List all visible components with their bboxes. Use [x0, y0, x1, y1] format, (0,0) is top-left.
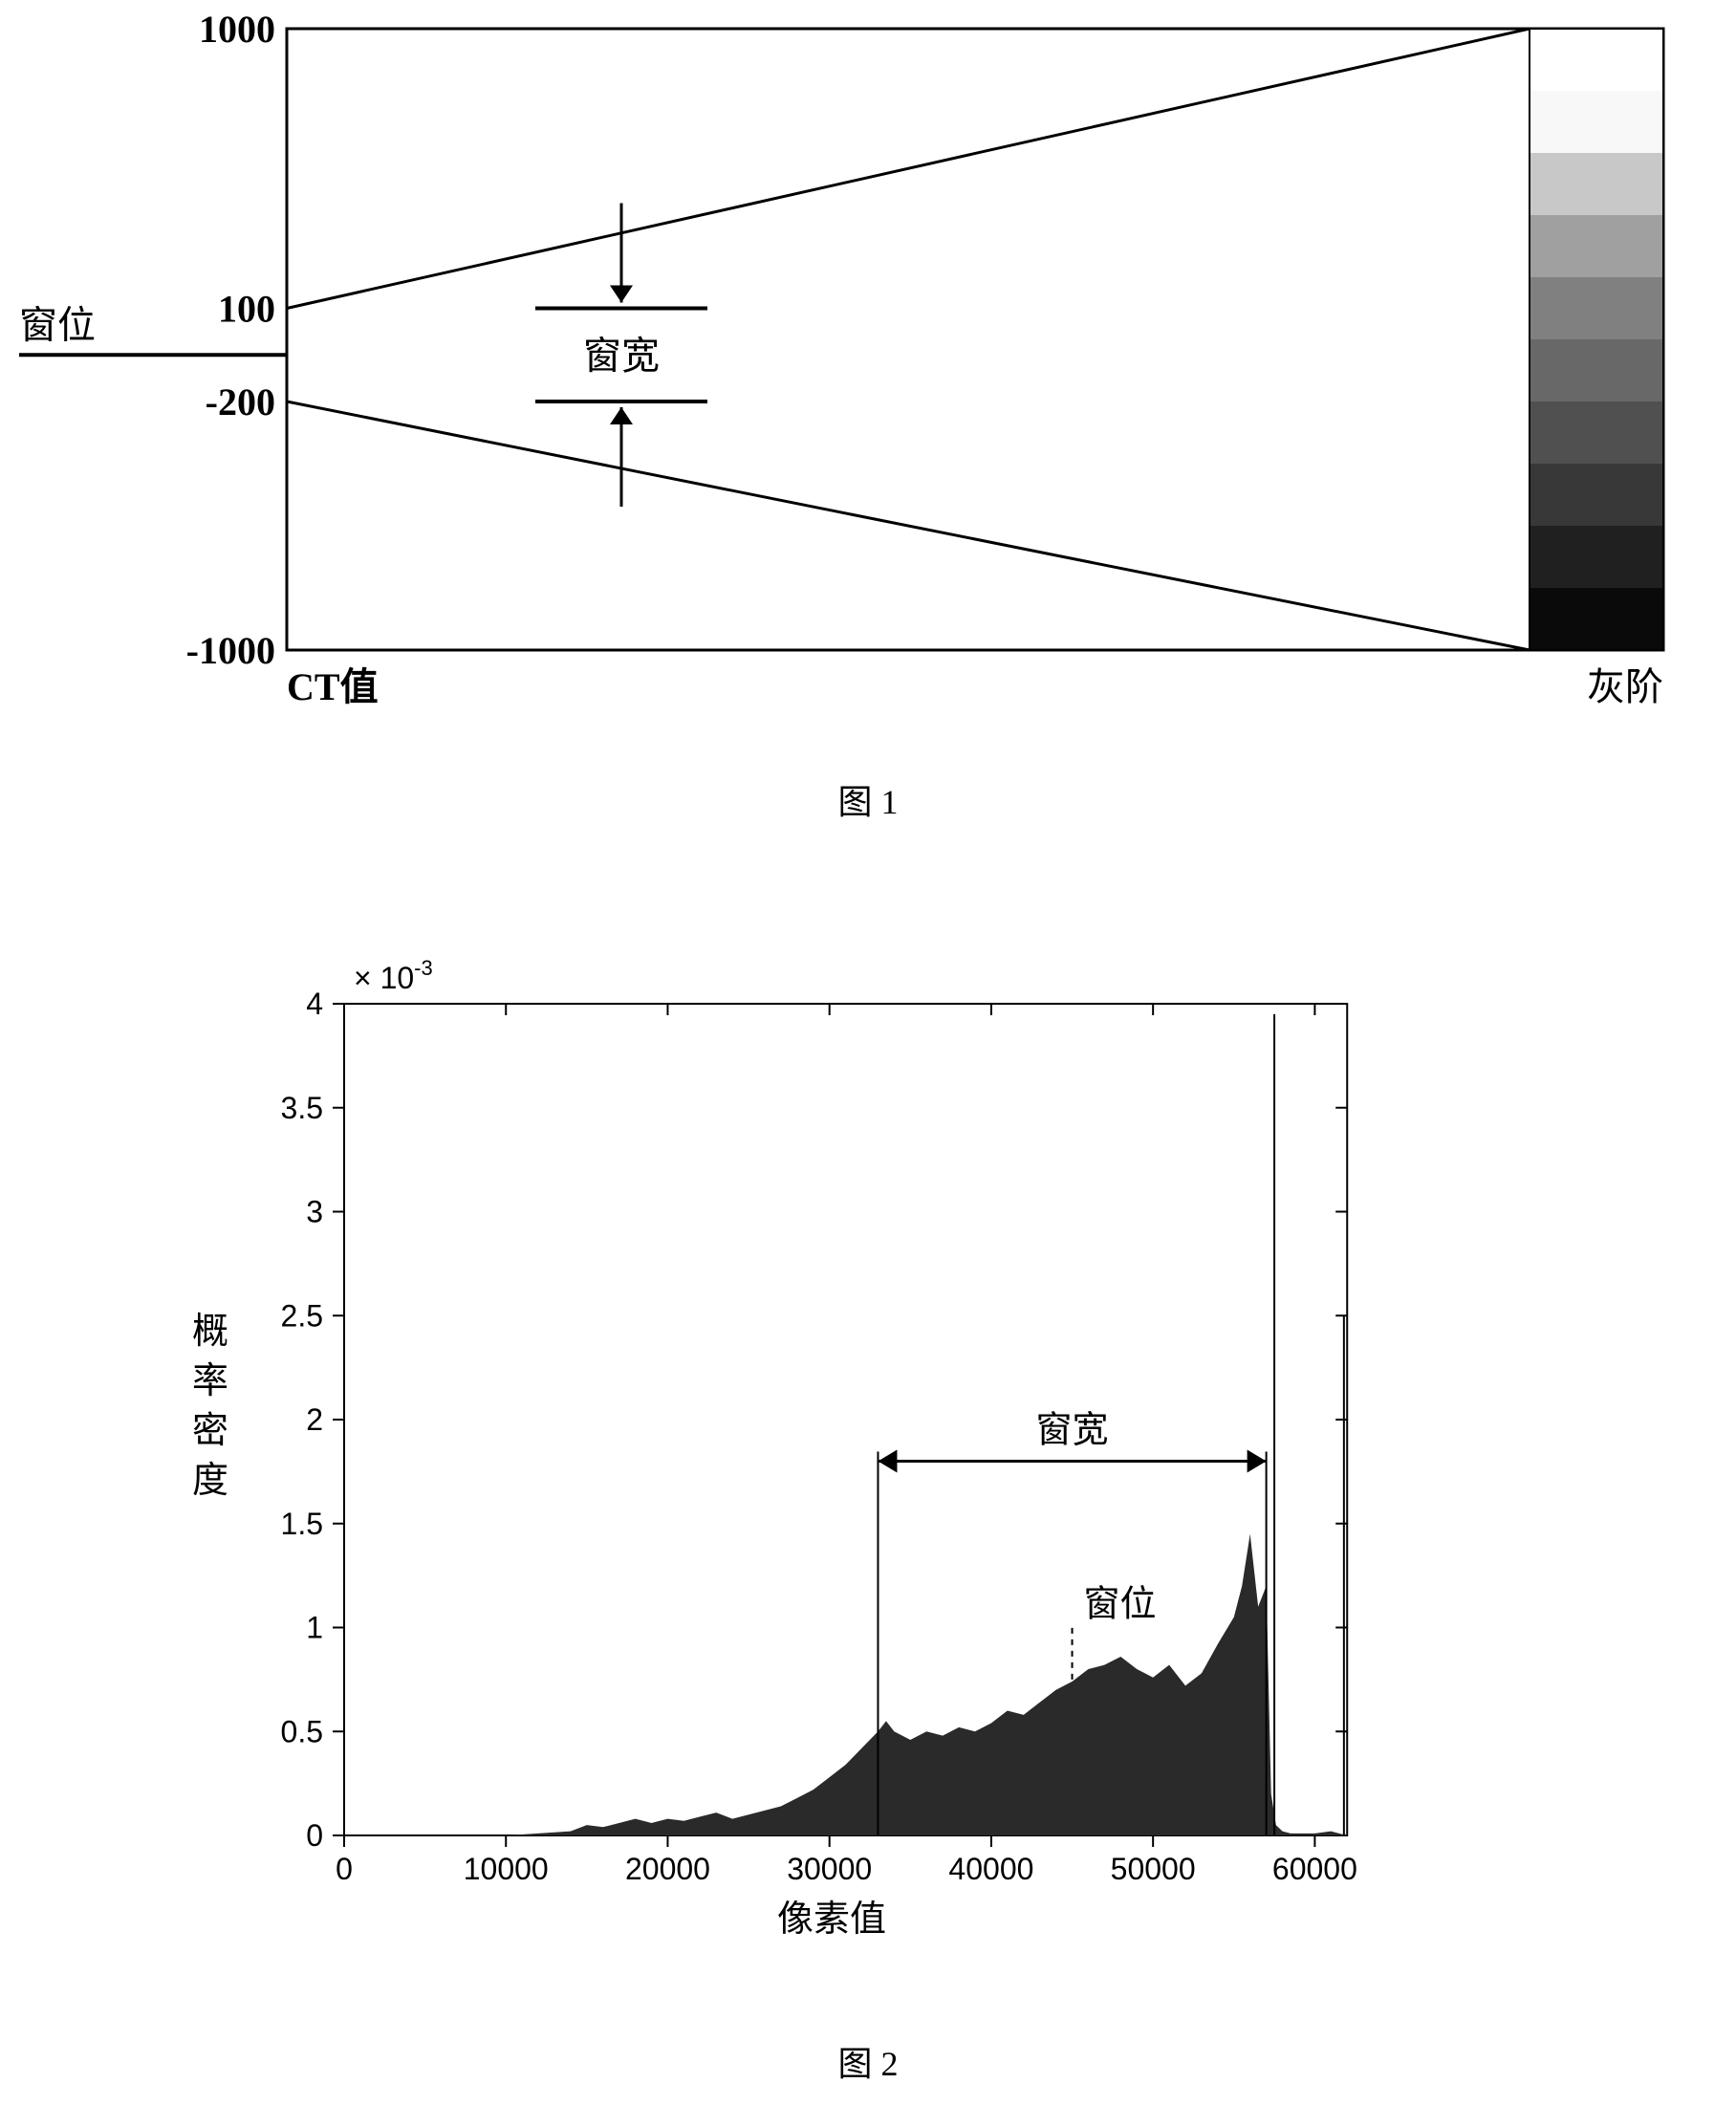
figure-1-caption: 图 1 [0, 774, 1736, 824]
svg-text:4: 4 [306, 987, 323, 1021]
grayscale-bar [1530, 29, 1663, 651]
figure-2-svg: 0 10000 20000 30000 40000 50000 60000 0 0.5 1 1.5… [0, 956, 1736, 2008]
figure-2: 0 10000 20000 30000 40000 50000 60000 0 0.5 1 1.5… [0, 956, 1736, 2086]
svg-text:3.5: 3.5 [281, 1091, 323, 1125]
svg-text:2.5: 2.5 [281, 1298, 323, 1333]
ct-diagram-box [287, 29, 1663, 650]
window-width-label: 窗宽 [583, 334, 660, 377]
svg-text:1: 1 [306, 1611, 323, 1645]
window-width-label: 窗宽 [1036, 1411, 1109, 1451]
ct-value-n200: -200 [206, 380, 275, 423]
svg-text:40000: 40000 [948, 1852, 1033, 1886]
svg-text:3: 3 [306, 1195, 323, 1229]
svg-text:密: 密 [192, 1411, 228, 1451]
svg-text:概: 概 [192, 1312, 228, 1352]
histogram-density [344, 1534, 1347, 1835]
svg-text:0.5: 0.5 [281, 1714, 323, 1748]
svg-text:0: 0 [306, 1818, 323, 1853]
svg-text:10000: 10000 [464, 1852, 549, 1886]
svg-text:20000: 20000 [625, 1852, 710, 1886]
svg-text:0: 0 [336, 1852, 353, 1886]
arrow-down-icon [610, 204, 633, 303]
grayscale-label: 灰阶 [1587, 665, 1663, 708]
svg-text:50000: 50000 [1111, 1852, 1196, 1886]
svg-text:1.5: 1.5 [281, 1507, 323, 1541]
y-exponent: × 10-3 [354, 956, 433, 995]
svg-text:度: 度 [192, 1461, 228, 1501]
ct-value-n1000: -1000 [186, 629, 275, 672]
mapping-line-bottom [287, 402, 1530, 650]
ct-value-1000: 1000 [199, 8, 275, 51]
figure-2-caption: 图 2 [0, 2036, 1736, 2086]
mapping-line-top [287, 29, 1530, 309]
window-level-label: 窗位 [1084, 1585, 1157, 1625]
svg-text:60000: 60000 [1272, 1852, 1357, 1886]
svg-text:30000: 30000 [787, 1852, 872, 1886]
svg-text:2: 2 [306, 1402, 323, 1437]
ct-value-100: 100 [218, 288, 275, 331]
x-axis-label: 像素值 [777, 1899, 886, 1940]
figure-1: 1000 100 -200 -1000 CT值 灰阶 窗宽 窗位 图 1 [0, 0, 1736, 824]
y-axis-label: 概率密度 [192, 1312, 228, 1501]
ct-axis-label: CT值 [287, 665, 379, 708]
figure-1-svg: 1000 100 -200 -1000 CT值 灰阶 窗宽 窗位 [0, 0, 1736, 746]
window-level-label: 窗位 [19, 303, 96, 346]
arrow-up-icon [610, 407, 633, 507]
svg-text:率: 率 [192, 1361, 228, 1401]
